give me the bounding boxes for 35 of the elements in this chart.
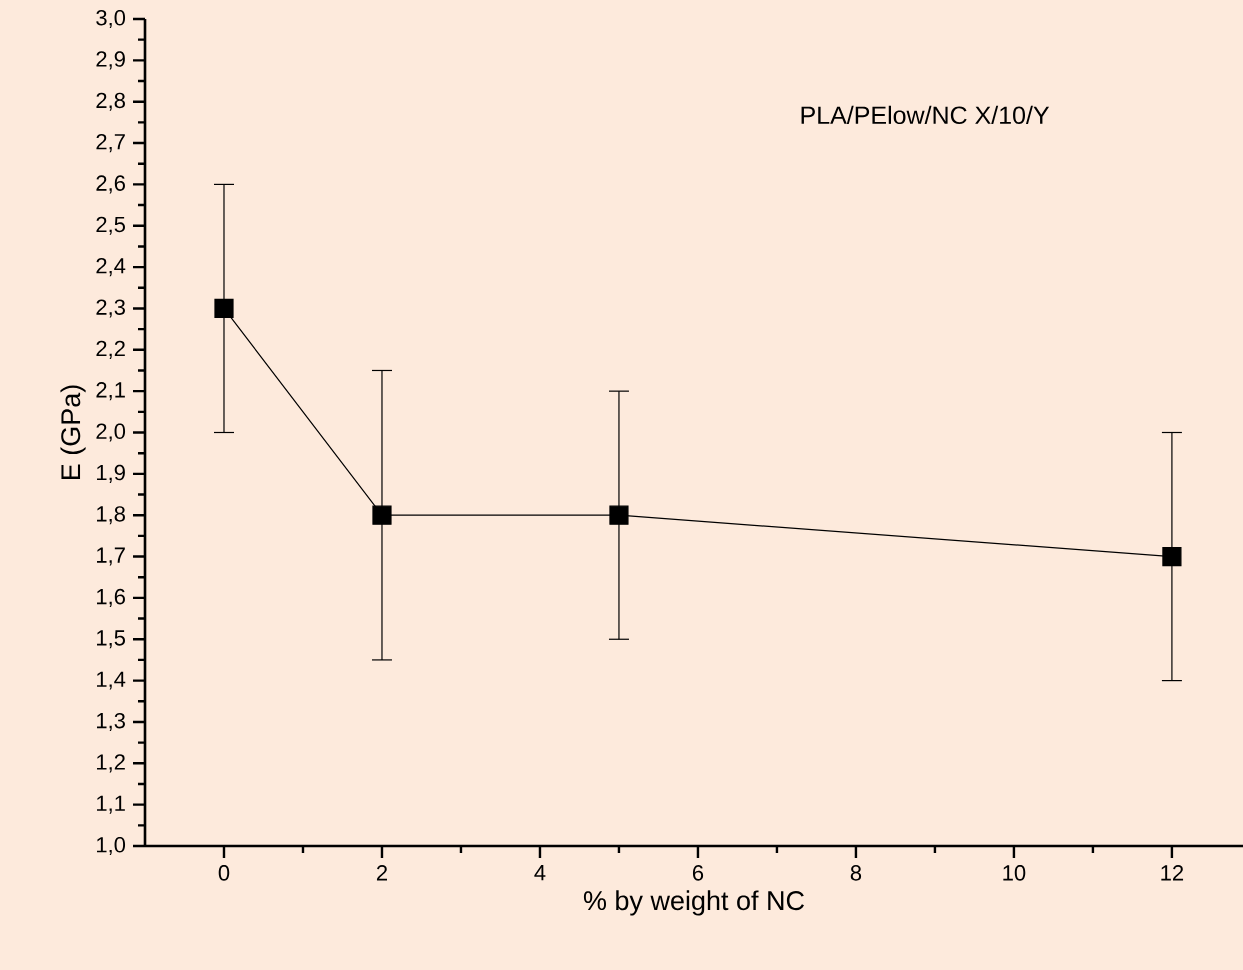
y-tick-label: 1,6 — [97, 588, 125, 607]
y-tick-label: 2,4 — [96, 258, 126, 277]
y-tick-label: 1,0 — [97, 836, 126, 856]
y-tick-label: 2,8 — [96, 92, 125, 111]
point — [214, 298, 234, 319]
y-tick-label: 3,0 — [96, 9, 126, 29]
y-tick-label: 1,2 — [97, 754, 125, 773]
x-tick-label: 6 — [692, 865, 704, 881]
x-axis-title: % by weight of NC — [583, 890, 804, 916]
y-tick-label: 2,6 — [96, 175, 125, 194]
annotation: PLA/PElow/NC X/10/Y — [801, 105, 1050, 125]
x-tick-label: 8 — [850, 865, 862, 881]
x-tick-label: 12 — [1161, 865, 1184, 881]
y-tick-label: 1,4 — [97, 671, 126, 690]
x-tick-label: 4 — [534, 865, 546, 881]
y-tick-label: 1,3 — [97, 712, 125, 732]
y-tick-label: 2,1 — [96, 382, 125, 401]
x-tick-label: 10 — [1003, 865, 1026, 881]
y-tick-label: 2,7 — [96, 133, 125, 153]
x-tick-label: 0 — [218, 865, 230, 881]
point — [609, 505, 629, 525]
point — [372, 505, 392, 525]
y-tick-label: 1,1 — [97, 795, 125, 814]
y-tick-label: 2,9 — [96, 51, 125, 70]
y-tick-label: 1,9 — [97, 464, 125, 483]
y-tick-label: 1,7 — [97, 547, 125, 566]
y-tick-label: 2,0 — [96, 423, 126, 442]
y-tick-label: 2,2 — [96, 340, 125, 359]
y-axis-title: E (GPa) — [60, 385, 86, 480]
x-tick-label: 2 — [376, 865, 387, 881]
y-tick-label: 1,8 — [97, 506, 125, 525]
y-tick-label: 1,5 — [97, 630, 125, 649]
y-tick-label: 2,5 — [96, 216, 125, 235]
point — [1162, 546, 1182, 567]
y-tick-label: 2,3 — [96, 299, 125, 318]
